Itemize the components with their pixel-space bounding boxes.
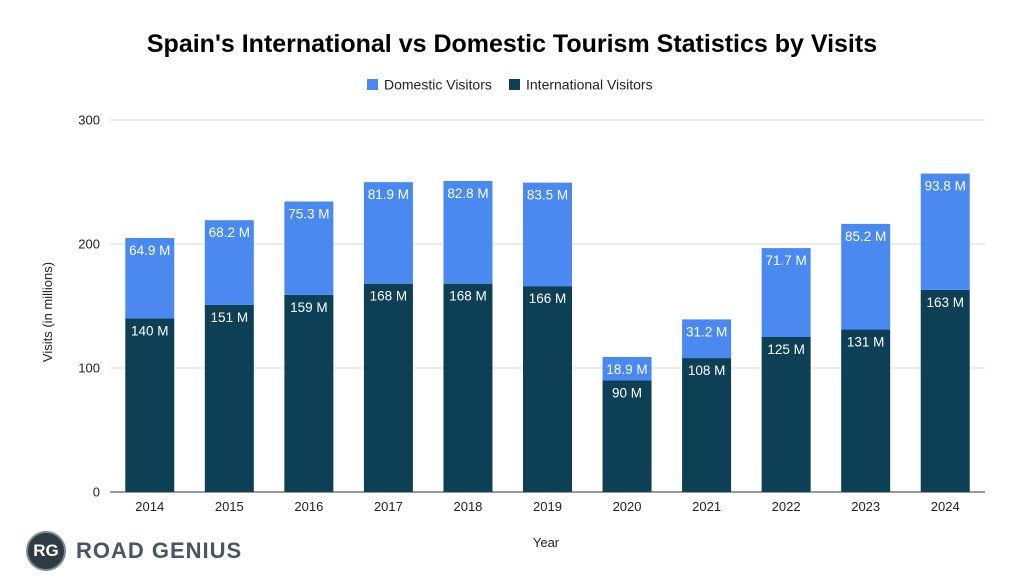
data-label-domestic-2020: 18.9 M <box>606 362 647 377</box>
data-label-international-2022: 125 M <box>767 342 805 357</box>
x-tick-label-2016: 2016 <box>294 499 323 514</box>
data-label-international-2024: 163 M <box>926 295 964 310</box>
data-label-international-2018: 168 M <box>449 289 487 304</box>
bar-international-2020 <box>602 380 652 492</box>
data-label-domestic-2024: 93.8 M <box>925 179 966 194</box>
bar-domestic-2016 <box>284 201 334 295</box>
x-axis-label: Year <box>533 535 560 550</box>
x-tick-label-2014: 2014 <box>135 499 164 514</box>
data-label-domestic-2022: 71.7 M <box>765 253 806 268</box>
bar-international-2014 <box>125 318 175 492</box>
bar-domestic-2023 <box>841 223 891 330</box>
x-tick-label-2022: 2022 <box>772 499 801 514</box>
bar-domestic-2015 <box>204 220 254 305</box>
bar-domestic-2024 <box>920 173 970 290</box>
y-axis-ticks: 0 100 200 300 <box>78 113 100 500</box>
data-label-domestic-2015: 68.2 M <box>209 225 250 240</box>
data-label-international-2021: 108 M <box>688 363 726 378</box>
y-tick-label: 0 <box>93 485 100 500</box>
x-tick-label-2018: 2018 <box>453 499 482 514</box>
data-label-domestic-2018: 82.8 M <box>447 186 488 201</box>
bar-international-2024 <box>920 289 970 492</box>
bar-international-2018 <box>443 283 493 492</box>
logo-name: ROAD GENIUS <box>76 538 243 563</box>
data-label-domestic-2021: 31.2 M <box>686 324 727 339</box>
bar-international-2015 <box>204 304 254 492</box>
x-tick-label-2021: 2021 <box>692 499 721 514</box>
chart-title: Spain's International vs Domestic Touris… <box>147 30 877 58</box>
x-tick-label-2015: 2015 <box>215 499 244 514</box>
bars: 140 M 64.9 M 151 M 68.2 M 159 M 75.3 M 168 M 81… <box>125 173 970 492</box>
data-label-domestic-2023: 85.2 M <box>845 229 886 244</box>
data-label-domestic-2017: 81.9 M <box>368 187 409 202</box>
bar-domestic-2020 <box>602 356 652 381</box>
y-axis-label: Visits (in millions) <box>40 262 55 362</box>
legend-label-domestic: Domestic Visitors <box>384 77 492 93</box>
data-label-domestic-2014: 64.9 M <box>129 243 170 258</box>
data-label-international-2020: 90 M <box>612 385 642 400</box>
bar-domestic-2019 <box>523 182 572 287</box>
bar-international-2022 <box>761 337 811 492</box>
bar-domestic-2017 <box>363 182 413 284</box>
data-label-international-2019: 166 M <box>529 291 567 306</box>
x-tick-label-2017: 2017 <box>374 499 403 514</box>
data-label-international-2014: 140 M <box>131 323 169 338</box>
legend-label-international: International Visitors <box>526 77 653 93</box>
bar-international-2017 <box>363 283 413 492</box>
y-tick-label: 200 <box>78 237 100 252</box>
bar-international-2021 <box>682 358 732 492</box>
data-label-international-2017: 168 M <box>370 289 408 304</box>
x-axis-ticks: 2014 2015 2016 2017 2018 2019 2020 2021 2022 2023… <box>135 499 959 514</box>
legend-swatch-domestic <box>367 79 378 90</box>
x-tick-label-2020: 2020 <box>613 499 642 514</box>
x-tick-label-2019: 2019 <box>533 499 562 514</box>
bar-domestic-2021 <box>682 319 732 359</box>
data-label-domestic-2019: 83.5 M <box>527 188 568 203</box>
bar-international-2023 <box>841 329 891 492</box>
y-tick-label: 100 <box>78 361 100 376</box>
legend: Domestic Visitors International Visitors <box>367 77 653 93</box>
data-label-international-2015: 151 M <box>211 310 249 325</box>
data-label-international-2023: 131 M <box>847 335 885 350</box>
y-tick-label: 300 <box>78 113 100 128</box>
x-tick-label-2024: 2024 <box>931 499 960 514</box>
bar-domestic-2022 <box>761 248 811 337</box>
road-genius-logo: RG ROAD GENIUS <box>26 529 242 573</box>
bar-domestic-2018 <box>443 181 493 284</box>
bar-international-2019 <box>523 286 572 492</box>
data-label-domestic-2016: 75.3 M <box>288 206 329 221</box>
legend-swatch-international <box>509 79 520 90</box>
bar-domestic-2014 <box>125 237 175 319</box>
logo-mark: RG <box>26 531 66 571</box>
data-label-international-2016: 159 M <box>290 300 328 315</box>
x-tick-label-2023: 2023 <box>851 499 880 514</box>
bar-international-2016 <box>284 294 334 492</box>
